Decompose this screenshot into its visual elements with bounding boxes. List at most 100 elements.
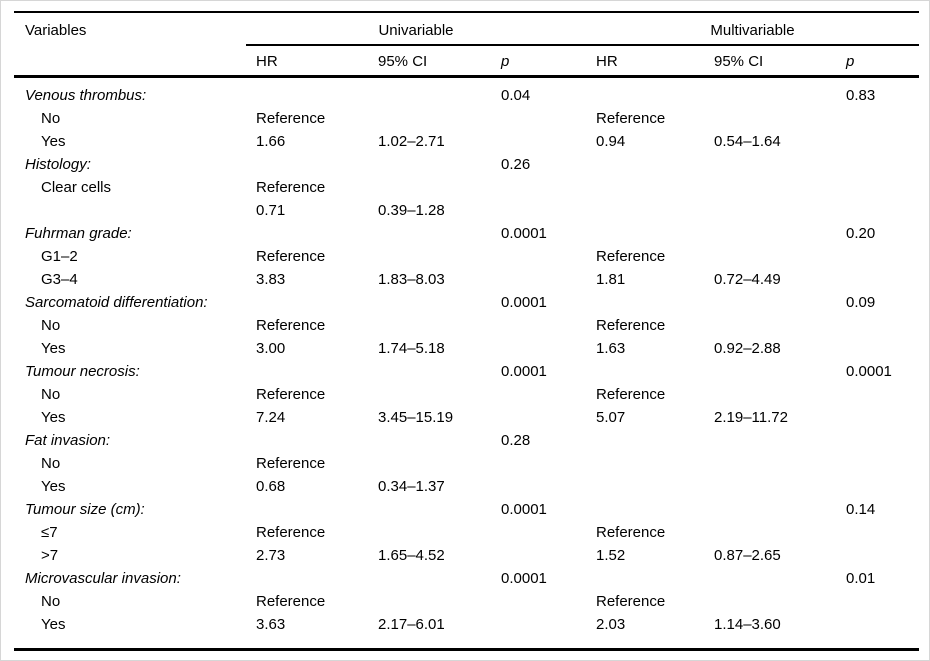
row-label: Tumour necrosis: [25,363,140,380]
cell-multi-hr [586,153,704,176]
cell-multi-hr [586,84,704,107]
cell-multi-ci [704,521,836,544]
cell-multi-p: 0.83 [846,87,876,104]
row-label: Yes [41,616,66,633]
row-label: No [41,593,61,610]
cell-uni-hr: 1.66 [256,133,286,150]
cell-uni-p [491,176,586,199]
cell-uni-p [491,383,586,406]
cell-multi-hr: Reference [596,593,666,610]
cell-multi-hr: Reference [596,386,666,403]
row-label: No [41,110,61,127]
col-header-multi-hr: HR [596,53,618,70]
cell-multi-ci: 1.14–3.60 [714,616,781,633]
cell-uni-hr: 2.73 [256,547,286,564]
category-row: Fat invasion: 0.28 [14,429,919,452]
cell-uni-hr: 3.00 [256,340,286,357]
cell-uni-p [491,337,586,360]
item-row: Yes 3.00 1.74–5.18 1.63 0.92–2.88 [14,337,919,360]
col-header-multi-ci: 95% CI [714,53,764,70]
row-label: G1–2 [41,248,78,265]
cell-multi-ci: 0.87–2.65 [714,547,781,564]
cell-uni-hr [246,153,368,176]
cell-multi-ci [704,107,836,130]
cell-multi-ci [704,314,836,337]
cell-uni-p [491,314,586,337]
cell-uni-hr [246,360,368,383]
item-row: ≤7 Reference Reference [14,521,919,544]
cell-uni-p [491,406,586,429]
cell-multi-hr: Reference [596,110,666,127]
cell-uni-ci [368,314,491,337]
row-label: >7 [41,547,59,564]
cell-uni-ci [368,429,491,452]
row-label: Sarcomatoid differentiation: [25,294,208,311]
table-column-header-row: HR 95% CI p HR 95% CI p [14,46,919,78]
cell-uni-p [491,475,586,498]
cell-uni-ci: 1.83–8.03 [378,271,445,288]
cell-uni-p: 0.0001 [501,294,547,311]
item-row: >7 2.73 1.65–4.52 1.52 0.87–2.65 [14,544,919,567]
cell-multi-ci [704,475,836,498]
cell-uni-hr: 7.24 [256,409,286,426]
cell-multi-hr [586,429,704,452]
cell-uni-hr: Reference [256,386,326,403]
cell-uni-p: 0.0001 [501,501,547,518]
cell-multi-hr: Reference [596,248,666,265]
row-label: Yes [41,478,66,495]
item-row: No Reference [14,452,919,475]
cell-uni-p: 0.28 [501,432,531,449]
cell-multi-p: 0.01 [846,570,876,587]
cell-uni-p [491,521,586,544]
category-row: Sarcomatoid differentiation: 0.0001 0.09 [14,291,919,314]
cell-uni-hr: Reference [256,524,326,541]
cell-multi-ci [704,360,836,383]
cell-uni-hr: Reference [256,248,326,265]
col-header-multi-p: p [846,53,855,70]
cell-multi-hr [586,452,704,475]
cell-multi-hr [586,498,704,521]
cell-multi-p: 0.20 [846,225,876,242]
item-row: 0.71 0.39–1.28 [14,199,919,222]
cell-uni-hr: Reference [256,179,326,196]
cell-uni-ci [368,107,491,130]
row-label: No [41,317,61,334]
row-label: ≤7 [41,524,58,541]
cell-uni-ci: 1.02–2.71 [378,133,445,150]
cell-multi-hr [586,176,704,199]
cell-uni-hr [246,222,368,245]
cell-uni-hr: 3.83 [256,271,286,288]
cell-multi-p [836,199,919,222]
cell-uni-ci: 1.65–4.52 [378,547,445,564]
category-row: Fuhrman grade: 0.0001 0.20 [14,222,919,245]
cell-uni-ci [368,222,491,245]
row-label: No [41,455,61,472]
cell-uni-hr [246,84,368,107]
results-table: Variables Univariable Multivariable HR 9… [14,11,919,651]
cell-uni-p [491,199,586,222]
cell-multi-ci [704,452,836,475]
cell-uni-ci: 1.74–5.18 [378,340,445,357]
item-row: No Reference Reference [14,383,919,406]
cell-multi-p [836,406,919,429]
item-row: Yes 0.68 0.34–1.37 [14,475,919,498]
row-label [14,199,246,222]
cell-multi-p [836,521,919,544]
cell-multi-p [836,383,919,406]
cell-multi-ci: 0.92–2.88 [714,340,781,357]
cell-multi-ci [704,590,836,613]
cell-uni-ci [368,245,491,268]
item-row: No Reference Reference [14,590,919,613]
cell-uni-p [491,590,586,613]
cell-multi-p: 0.0001 [846,363,892,380]
cell-multi-p [836,176,919,199]
cell-multi-p: 0.14 [846,501,876,518]
cell-multi-p [836,452,919,475]
cell-uni-ci: 3.45–15.19 [378,409,454,426]
item-row: G1–2 Reference Reference [14,245,919,268]
cell-uni-ci [368,590,491,613]
cell-multi-ci [704,222,836,245]
cell-uni-p: 0.0001 [501,570,547,587]
cell-multi-p [836,107,919,130]
cell-uni-p: 0.0001 [501,363,547,380]
